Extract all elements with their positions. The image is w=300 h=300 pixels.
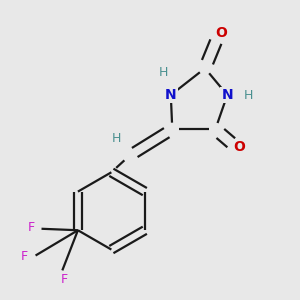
Text: H: H [159, 66, 168, 79]
Text: H: H [112, 132, 122, 145]
Text: F: F [61, 273, 68, 286]
Text: N: N [165, 88, 177, 102]
Text: F: F [21, 250, 28, 263]
Text: O: O [233, 140, 245, 154]
Text: F: F [28, 221, 35, 234]
Text: H: H [244, 88, 254, 101]
Text: N: N [221, 88, 233, 102]
Text: O: O [215, 26, 227, 40]
